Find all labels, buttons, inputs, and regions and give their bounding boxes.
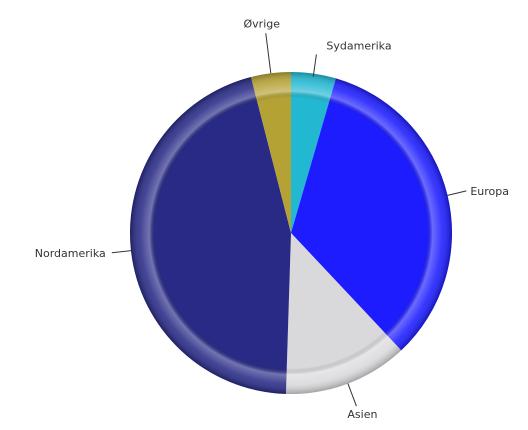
- slice-label-sydamerika: Sydamerika: [326, 39, 391, 52]
- slice-label-nordamerika: Nordamerika: [35, 247, 106, 260]
- leader-line-asien: [347, 383, 357, 407]
- leader-line--vrige: [265, 33, 272, 74]
- slice-label-asien: Asien: [347, 408, 377, 421]
- leader-line-europa: [447, 190, 467, 196]
- leader-line-nordamerika: [111, 250, 132, 254]
- slice-label--vrige: Øvrige: [244, 17, 281, 30]
- pie-labels: Sydamerika Europa Asien Nordamerika Øvrige: [35, 17, 509, 421]
- leader-line-sydamerika: [312, 54, 317, 77]
- slice-label-europa: Europa: [470, 185, 509, 198]
- pie-slices: [130, 72, 453, 394]
